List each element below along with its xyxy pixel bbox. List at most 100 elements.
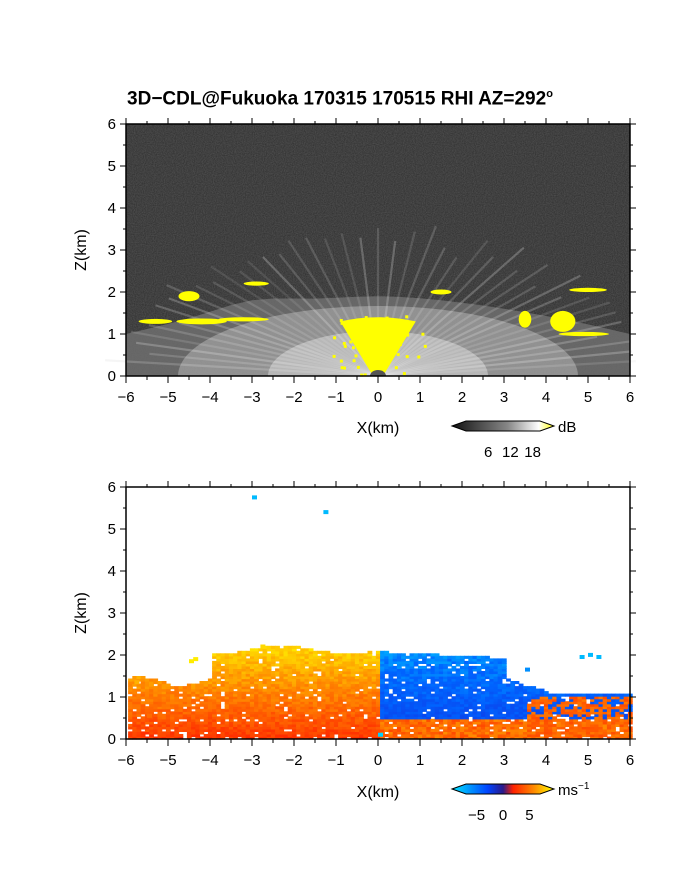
velocity-cell — [464, 676, 469, 680]
velocity-cell — [409, 716, 415, 720]
velocity-cell — [569, 698, 574, 702]
velocity-cell — [161, 696, 167, 700]
velocity-cell — [552, 701, 558, 705]
velocity-cell — [275, 731, 280, 735]
velocity-cell — [396, 731, 402, 735]
velocity-cell — [149, 691, 154, 695]
velocity-cell — [333, 658, 339, 662]
velocity-cell — [585, 728, 591, 732]
velocity-cell — [506, 691, 511, 695]
velocity-cell — [388, 681, 394, 685]
velocity-cell — [287, 686, 293, 690]
velocity-cell — [203, 721, 209, 725]
velocity-cell — [136, 706, 142, 710]
velocity-cell — [371, 665, 377, 669]
velocity-cell — [342, 703, 348, 707]
velocity-cell — [623, 736, 629, 740]
snr-colorbar-bar — [450, 420, 556, 432]
velocity-cell — [392, 706, 398, 710]
velocity-cell — [359, 660, 364, 664]
velocity-cell — [321, 686, 327, 690]
velocity-cell — [258, 676, 264, 680]
velocity-cell — [266, 698, 272, 702]
velocity-cell — [291, 713, 297, 717]
velocity-cell — [270, 706, 276, 710]
velocity-cell — [128, 688, 133, 692]
velocity-cell — [132, 711, 138, 715]
velocity-cell — [405, 718, 411, 722]
velocity-cell — [224, 668, 230, 672]
velocity-cell — [291, 655, 297, 659]
velocity-cell — [228, 711, 234, 715]
velocity-cell — [405, 708, 411, 712]
velocity-cell — [249, 721, 255, 725]
velocity-cell — [464, 673, 469, 677]
velocity-cell — [207, 731, 213, 735]
velocity-cell — [489, 696, 495, 700]
velocity-cell — [132, 731, 138, 735]
velocity-cell — [216, 706, 222, 710]
velocity-cell — [501, 663, 507, 667]
velocity-cell — [409, 728, 415, 732]
velocity-cell — [443, 663, 448, 667]
velocity-cell — [300, 648, 306, 652]
velocity-cell — [346, 726, 352, 730]
velocity-cell — [128, 683, 133, 687]
velocity-cell — [392, 655, 398, 659]
snr-xtick-label: 2 — [458, 389, 466, 406]
velocity-cell — [241, 668, 247, 672]
velocity-cell — [480, 681, 486, 685]
velocity-cell — [459, 658, 465, 662]
velocity-cell — [438, 668, 444, 672]
velocity-cell — [464, 734, 469, 738]
velocity-cell — [233, 726, 238, 730]
velocity-cell — [590, 728, 595, 732]
velocity-cell — [464, 736, 469, 740]
velocity-cell — [199, 696, 205, 700]
velocity-cell — [539, 728, 545, 732]
velocity-cell — [216, 718, 222, 722]
velocity-cell — [312, 698, 318, 702]
velocity-cell — [262, 668, 268, 672]
velocity-cell — [195, 708, 201, 712]
velocity-cell — [434, 660, 440, 664]
velocity-cell — [157, 731, 163, 735]
velocity-cell — [455, 706, 461, 710]
velocity-cell — [371, 676, 377, 680]
velocity-cell — [396, 688, 402, 692]
velocity-cell — [468, 736, 474, 740]
velocity-cell — [577, 711, 583, 715]
velocity-cell — [455, 691, 461, 695]
velocity-cell — [514, 734, 520, 738]
velocity-cell — [270, 660, 276, 664]
velocity-cell — [132, 723, 138, 727]
velocity-cell — [430, 688, 436, 692]
velocity-cell — [447, 673, 453, 677]
velocity-cell — [535, 728, 541, 732]
velocity-cell — [577, 696, 583, 700]
velocity-cell — [237, 728, 243, 732]
velocity-cell — [182, 721, 188, 725]
velocity-cell — [354, 718, 360, 722]
snr-ray — [212, 281, 379, 377]
velocity-cell — [199, 723, 205, 727]
velocity-cell — [157, 723, 163, 727]
velocity-cell — [459, 696, 465, 700]
velocity-cell — [468, 698, 474, 702]
velocity-cell — [233, 665, 238, 669]
velocity-cell — [510, 734, 516, 738]
velocity-cell — [430, 718, 436, 722]
velocity-cell — [468, 728, 474, 732]
velocity-cell — [128, 691, 133, 695]
velocity-cell — [308, 716, 314, 720]
velocity-cell — [363, 683, 369, 687]
velocity-cell — [321, 701, 327, 705]
velocity-cell — [401, 686, 406, 690]
velocity-cell — [266, 686, 272, 690]
velocity-cell — [338, 681, 343, 685]
velocity-cell — [581, 721, 587, 725]
velocity-cell — [615, 736, 621, 740]
velocity-cell — [191, 686, 196, 690]
velocity-cell — [270, 713, 276, 717]
velocity-cell — [266, 693, 272, 697]
